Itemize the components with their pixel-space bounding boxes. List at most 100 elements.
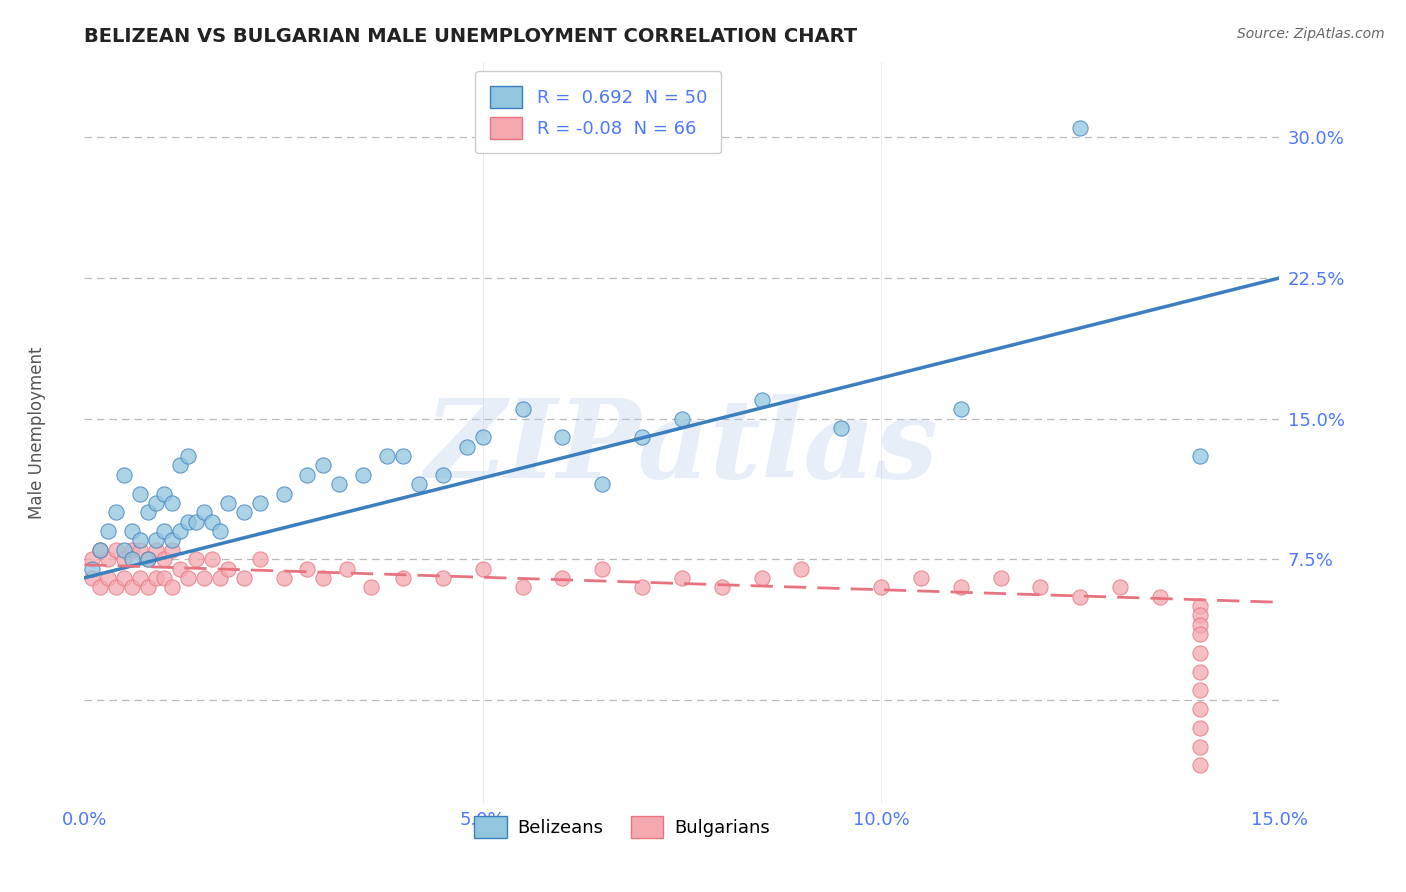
Point [432, 571, 454, 585]
Point [312, 571, 335, 585]
Point [551, 430, 574, 444]
Point [129, 486, 152, 500]
Point [121, 552, 143, 566]
Point [193, 505, 215, 519]
Point [184, 515, 207, 529]
Point [208, 524, 231, 538]
Point [591, 477, 613, 491]
Point [121, 542, 143, 557]
Point [177, 571, 200, 585]
Point [201, 552, 224, 566]
Point [249, 496, 271, 510]
Point [375, 449, 398, 463]
Point [129, 571, 152, 585]
Point [208, 571, 231, 585]
Point [591, 561, 613, 575]
Point [631, 430, 654, 444]
Point [392, 571, 415, 585]
Point [830, 421, 852, 435]
Point [193, 571, 215, 585]
Point [949, 580, 972, 594]
Point [471, 430, 494, 444]
Point [169, 524, 191, 538]
Point [1188, 646, 1211, 660]
Point [1188, 683, 1211, 698]
Point [910, 571, 932, 585]
Point [184, 552, 207, 566]
Point [273, 571, 295, 585]
Point [671, 411, 693, 425]
Point [112, 542, 135, 557]
Text: BELIZEAN VS BULGARIAN MALE UNEMPLOYMENT CORRELATION CHART: BELIZEAN VS BULGARIAN MALE UNEMPLOYMENT … [84, 27, 858, 45]
Point [153, 571, 176, 585]
Point [121, 524, 143, 538]
Point [408, 477, 430, 491]
Point [1188, 608, 1211, 623]
Point [1188, 702, 1211, 716]
Point [136, 580, 159, 594]
Point [1188, 599, 1211, 613]
Point [336, 561, 359, 575]
Point [512, 580, 534, 594]
Point [1109, 580, 1132, 594]
Point [432, 467, 454, 482]
Point [360, 580, 382, 594]
Legend: Belizeans, Bulgarians: Belizeans, Bulgarians [467, 809, 778, 846]
Point [671, 571, 693, 585]
Point [160, 533, 183, 548]
Point [1149, 590, 1171, 604]
Point [352, 467, 374, 482]
Point [1188, 739, 1211, 754]
Point [297, 467, 319, 482]
Point [112, 467, 135, 482]
Point [177, 449, 200, 463]
Point [392, 449, 415, 463]
Point [751, 571, 773, 585]
Point [631, 580, 654, 594]
Point [312, 458, 335, 473]
Point [129, 533, 152, 548]
Point [145, 496, 167, 510]
Point [328, 477, 350, 491]
Point [949, 402, 972, 417]
Point [82, 571, 104, 585]
Point [169, 561, 191, 575]
Point [1188, 449, 1211, 463]
Point [136, 552, 159, 566]
Point [1188, 627, 1211, 641]
Point [160, 580, 183, 594]
Point [105, 580, 128, 594]
Point [232, 571, 254, 585]
Point [89, 580, 111, 594]
Point [112, 571, 135, 585]
Point [82, 552, 104, 566]
Point [145, 533, 167, 548]
Point [1069, 121, 1091, 136]
Point [456, 440, 478, 454]
Point [105, 505, 128, 519]
Point [89, 542, 111, 557]
Point [153, 552, 176, 566]
Point [177, 515, 200, 529]
Point [512, 402, 534, 417]
Point [790, 561, 813, 575]
Point [169, 458, 191, 473]
Point [1069, 590, 1091, 604]
Point [153, 524, 176, 538]
Point [145, 542, 167, 557]
Point [217, 496, 239, 510]
Point [97, 524, 120, 538]
Point [145, 571, 167, 585]
Point [471, 561, 494, 575]
Text: ZIPatlas: ZIPatlas [425, 393, 939, 501]
Point [160, 542, 183, 557]
Point [89, 542, 111, 557]
Point [201, 515, 224, 529]
Point [97, 571, 120, 585]
Point [112, 552, 135, 566]
Point [551, 571, 574, 585]
Point [273, 486, 295, 500]
Point [1029, 580, 1052, 594]
Point [1188, 758, 1211, 772]
Point [870, 580, 893, 594]
